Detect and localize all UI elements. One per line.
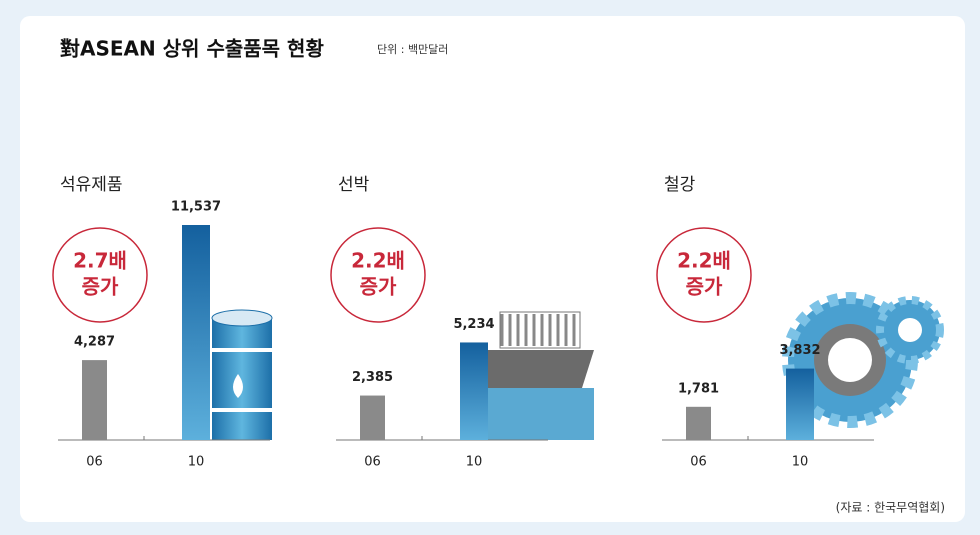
badge — [330, 227, 426, 323]
value-label: 11,537 — [171, 200, 221, 215]
badge-text: 2.2배 — [351, 249, 405, 273]
ship — [482, 311, 594, 440]
value-label: 5,234 — [453, 317, 494, 332]
card — [20, 16, 965, 522]
value-label: 1,781 — [678, 381, 719, 396]
bar — [686, 406, 711, 440]
source-note: (자료 : 한국무역협회) — [836, 501, 945, 515]
badge-text: 2.7배 — [73, 249, 127, 273]
badge — [656, 227, 752, 323]
badge-text: 증가 — [360, 275, 397, 299]
bar — [182, 225, 210, 440]
badge-text: 증가 — [82, 275, 119, 299]
badge-text: 증가 — [686, 275, 723, 299]
category-label: 10 — [188, 455, 205, 470]
badge-text: 2.2배 — [677, 249, 731, 273]
category-label: 06 — [364, 455, 381, 470]
oil-barrel — [211, 309, 273, 440]
chart-title: 선박 — [338, 175, 370, 195]
value-label: 2,385 — [352, 370, 393, 385]
value-label: 4,287 — [74, 335, 115, 350]
bar — [460, 342, 488, 440]
page-title: 對ASEAN 상위 수출품목 현황 — [60, 37, 324, 61]
bar — [360, 395, 385, 440]
category-label: 06 — [690, 455, 707, 470]
value-label: 3,832 — [779, 343, 820, 358]
gears — [782, 292, 944, 428]
category-label: 10 — [466, 455, 483, 470]
bar — [786, 368, 814, 440]
category-label: 06 — [86, 455, 103, 470]
chart-title: 석유제품 — [60, 175, 123, 195]
chart-title: 철강 — [664, 175, 696, 195]
unit-note: 단위 : 백만달러 — [377, 43, 448, 56]
bar — [82, 360, 107, 440]
category-label: 10 — [792, 455, 809, 470]
badge — [52, 227, 148, 323]
